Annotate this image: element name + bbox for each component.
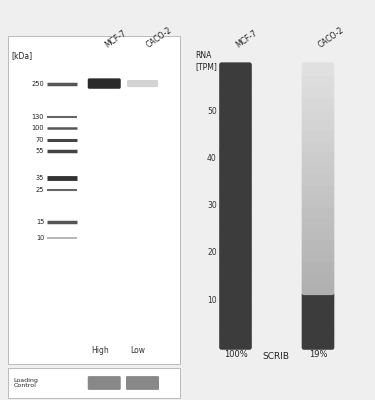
FancyBboxPatch shape <box>219 325 252 339</box>
FancyBboxPatch shape <box>219 204 252 218</box>
FancyBboxPatch shape <box>302 62 334 76</box>
Text: 15: 15 <box>36 219 44 225</box>
FancyBboxPatch shape <box>219 314 252 328</box>
Text: 20: 20 <box>207 248 217 257</box>
FancyBboxPatch shape <box>302 237 334 251</box>
FancyBboxPatch shape <box>302 325 334 339</box>
FancyBboxPatch shape <box>302 303 334 317</box>
FancyBboxPatch shape <box>302 161 334 175</box>
FancyBboxPatch shape <box>302 128 334 142</box>
FancyBboxPatch shape <box>219 73 252 87</box>
Text: Loading
Control: Loading Control <box>13 378 38 388</box>
FancyBboxPatch shape <box>302 172 334 186</box>
FancyBboxPatch shape <box>88 78 121 89</box>
FancyBboxPatch shape <box>8 36 180 364</box>
FancyBboxPatch shape <box>88 376 121 390</box>
FancyBboxPatch shape <box>219 259 252 273</box>
Text: 10: 10 <box>207 296 217 304</box>
FancyBboxPatch shape <box>219 62 252 76</box>
FancyBboxPatch shape <box>8 368 180 398</box>
FancyBboxPatch shape <box>219 95 252 109</box>
Text: RNA
[TPM]: RNA [TPM] <box>196 51 217 71</box>
FancyBboxPatch shape <box>302 270 334 284</box>
FancyBboxPatch shape <box>219 336 252 350</box>
Text: CACO-2: CACO-2 <box>144 26 174 50</box>
FancyBboxPatch shape <box>219 216 252 230</box>
FancyBboxPatch shape <box>302 95 334 109</box>
Text: 40: 40 <box>207 154 217 163</box>
Text: 100%: 100% <box>224 350 248 359</box>
FancyBboxPatch shape <box>302 314 334 328</box>
Text: [kDa]: [kDa] <box>11 51 32 60</box>
FancyBboxPatch shape <box>302 259 334 273</box>
Text: High: High <box>92 346 110 355</box>
FancyBboxPatch shape <box>302 226 334 240</box>
Text: MCF-7: MCF-7 <box>103 29 128 50</box>
FancyBboxPatch shape <box>219 248 252 262</box>
FancyBboxPatch shape <box>302 194 334 208</box>
Text: 250: 250 <box>32 80 44 86</box>
Text: 30: 30 <box>207 201 217 210</box>
FancyBboxPatch shape <box>219 183 252 197</box>
FancyBboxPatch shape <box>302 150 334 164</box>
FancyBboxPatch shape <box>219 139 252 153</box>
Text: Low: Low <box>130 346 146 355</box>
FancyBboxPatch shape <box>219 117 252 131</box>
FancyBboxPatch shape <box>302 139 334 153</box>
FancyBboxPatch shape <box>302 117 334 131</box>
FancyBboxPatch shape <box>302 292 334 306</box>
Text: SCRIB: SCRIB <box>262 352 289 361</box>
FancyBboxPatch shape <box>219 128 252 142</box>
FancyBboxPatch shape <box>219 172 252 186</box>
FancyBboxPatch shape <box>219 226 252 240</box>
FancyBboxPatch shape <box>219 106 252 120</box>
Text: 25: 25 <box>36 187 44 193</box>
FancyBboxPatch shape <box>219 237 252 251</box>
FancyBboxPatch shape <box>219 84 252 98</box>
FancyBboxPatch shape <box>219 281 252 295</box>
FancyBboxPatch shape <box>302 281 334 295</box>
FancyBboxPatch shape <box>219 161 252 175</box>
Text: 100: 100 <box>32 126 44 132</box>
Text: 50: 50 <box>207 107 217 116</box>
Text: 10: 10 <box>36 235 44 241</box>
FancyBboxPatch shape <box>302 336 334 350</box>
FancyBboxPatch shape <box>302 183 334 197</box>
FancyBboxPatch shape <box>127 80 158 87</box>
FancyBboxPatch shape <box>219 150 252 164</box>
FancyBboxPatch shape <box>302 106 334 120</box>
FancyBboxPatch shape <box>302 216 334 230</box>
FancyBboxPatch shape <box>219 303 252 317</box>
FancyBboxPatch shape <box>302 73 334 87</box>
FancyBboxPatch shape <box>302 204 334 218</box>
Text: 35: 35 <box>36 175 44 181</box>
Text: 130: 130 <box>32 114 44 120</box>
Text: MCF-7: MCF-7 <box>234 29 259 50</box>
Text: CACO-2: CACO-2 <box>317 26 346 50</box>
FancyBboxPatch shape <box>302 84 334 98</box>
Text: 55: 55 <box>36 148 44 154</box>
Text: 70: 70 <box>36 137 44 143</box>
FancyBboxPatch shape <box>302 248 334 262</box>
FancyBboxPatch shape <box>219 194 252 208</box>
FancyBboxPatch shape <box>219 270 252 284</box>
FancyBboxPatch shape <box>126 376 159 390</box>
Text: 19%: 19% <box>309 350 327 359</box>
FancyBboxPatch shape <box>219 292 252 306</box>
